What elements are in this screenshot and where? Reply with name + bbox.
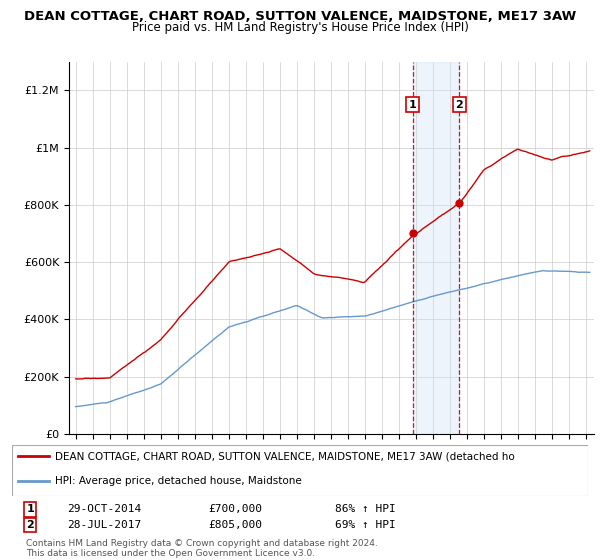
Text: 69% ↑ HPI: 69% ↑ HPI bbox=[335, 520, 395, 530]
Text: This data is licensed under the Open Government Licence v3.0.: This data is licensed under the Open Gov… bbox=[26, 549, 316, 558]
Text: Price paid vs. HM Land Registry's House Price Index (HPI): Price paid vs. HM Land Registry's House … bbox=[131, 21, 469, 34]
Text: 86% ↑ HPI: 86% ↑ HPI bbox=[335, 505, 395, 515]
Text: Contains HM Land Registry data © Crown copyright and database right 2024.: Contains HM Land Registry data © Crown c… bbox=[26, 539, 378, 548]
Text: DEAN COTTAGE, CHART ROAD, SUTTON VALENCE, MAIDSTONE, ME17 3AW (detached ho: DEAN COTTAGE, CHART ROAD, SUTTON VALENCE… bbox=[55, 451, 515, 461]
Text: HPI: Average price, detached house, Maidstone: HPI: Average price, detached house, Maid… bbox=[55, 477, 302, 487]
Text: £805,000: £805,000 bbox=[208, 520, 262, 530]
Text: 1: 1 bbox=[26, 505, 34, 515]
Text: £700,000: £700,000 bbox=[208, 505, 262, 515]
Text: 2: 2 bbox=[26, 520, 34, 530]
Bar bbox=[413, 62, 460, 434]
Text: 2: 2 bbox=[455, 100, 463, 110]
FancyBboxPatch shape bbox=[12, 445, 588, 496]
Text: 1: 1 bbox=[409, 100, 416, 110]
Text: 28-JUL-2017: 28-JUL-2017 bbox=[67, 520, 141, 530]
Text: DEAN COTTAGE, CHART ROAD, SUTTON VALENCE, MAIDSTONE, ME17 3AW: DEAN COTTAGE, CHART ROAD, SUTTON VALENCE… bbox=[24, 10, 576, 23]
Text: 29-OCT-2014: 29-OCT-2014 bbox=[67, 505, 141, 515]
